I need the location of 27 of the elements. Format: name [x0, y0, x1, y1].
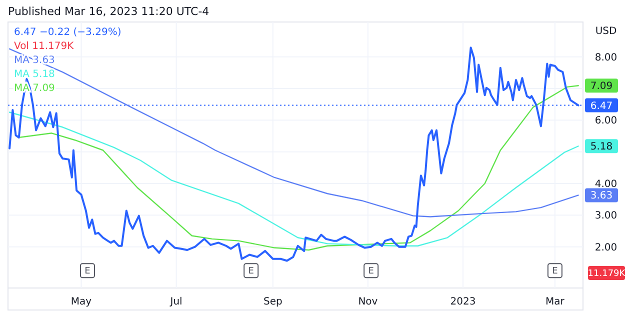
x-tick-label: May — [70, 296, 92, 308]
data-label: 7.09 — [590, 81, 613, 92]
x-tick-label: Sep — [263, 296, 282, 308]
line-series — [8, 48, 579, 218]
annotation: E — [368, 266, 374, 277]
chart-title: Published Mar 16, 2023 11:20 UTC-4 — [8, 5, 210, 18]
line-series — [8, 112, 579, 246]
y-tick-label: 2.00 — [594, 242, 618, 254]
data-label: 6.47 — [590, 100, 613, 112]
annotation: 6.47 −0.22 (−3.29%) — [14, 27, 122, 38]
x-tick-label: 2023 — [450, 296, 476, 308]
data-label: 3.63 — [590, 190, 613, 202]
x-tick-label: Mar — [546, 296, 566, 308]
text: 11.179K — [588, 269, 626, 280]
annotation: E — [248, 266, 254, 277]
y-tick-label: 3.00 — [594, 210, 618, 222]
x-tick-label: Nov — [358, 296, 378, 308]
y-tick-label: 8.00 — [594, 52, 618, 64]
annotation: E — [84, 266, 91, 277]
y-tick-label: 6.00 — [594, 116, 618, 127]
y-axis-title: USD — [595, 26, 617, 37]
text: MA 5.18 — [14, 69, 55, 80]
annotation: E — [552, 266, 558, 277]
annotation: Vol 11.179K — [14, 41, 74, 52]
data-label: 5.18 — [590, 142, 613, 153]
y-tick-label: 4.00 — [594, 179, 618, 190]
x-tick-label: Jul — [169, 296, 182, 308]
